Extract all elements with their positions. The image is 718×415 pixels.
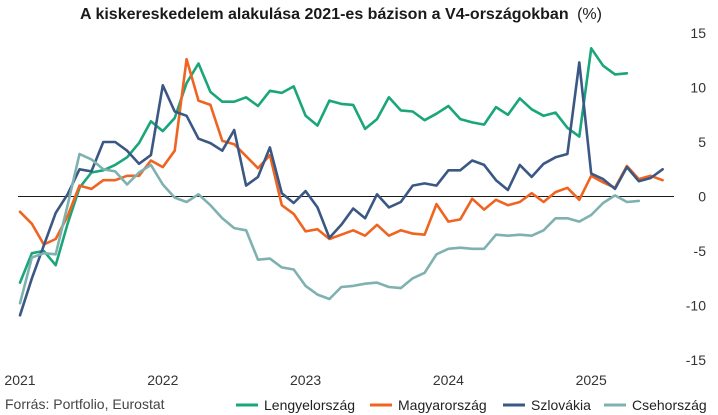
x-tick-label: 2021 [4, 372, 35, 388]
series-line-3 [18, 152, 641, 305]
y-tick-label: -10 [686, 298, 706, 314]
legend-label: Magyarország [398, 397, 487, 413]
y-tick-label: 5 [698, 134, 706, 150]
series-line-2 [18, 61, 664, 317]
chart-title: A kiskereskedelem alakulása 2021-es bázi… [80, 6, 569, 23]
legend: Lengyelország Magyarország Szlovákia Csehor… [236, 397, 707, 413]
x-tick-label: 2025 [576, 372, 607, 388]
series-line-0 [18, 46, 629, 284]
x-tick-label: 2024 [433, 372, 464, 388]
series-line-1 [18, 57, 664, 246]
y-tick-label: 0 [698, 189, 706, 205]
y-axis: 15 10 5 0 -5 -10 -15 [686, 25, 706, 368]
chart-title-group: A kiskereskedelem alakulása 2021-es bázi… [80, 6, 602, 23]
y-tick-label: 15 [690, 25, 706, 41]
x-tick-label: 2023 [290, 372, 321, 388]
y-tick-label: 10 [690, 80, 706, 96]
source-note: Forrás: Portfolio, Eurostat [5, 396, 165, 412]
x-axis: 2021 2022 2023 2024 2025 [4, 372, 607, 388]
x-tick-label: 2022 [147, 372, 178, 388]
chart-title-unit: (%) [577, 6, 602, 23]
legend-label: Szlovákia [531, 397, 591, 413]
legend-label: Csehország [632, 397, 707, 413]
legend-label: Lengyelország [264, 397, 355, 413]
y-tick-label: -15 [686, 352, 706, 368]
y-tick-label: -5 [694, 243, 707, 259]
series-layer [18, 46, 664, 317]
